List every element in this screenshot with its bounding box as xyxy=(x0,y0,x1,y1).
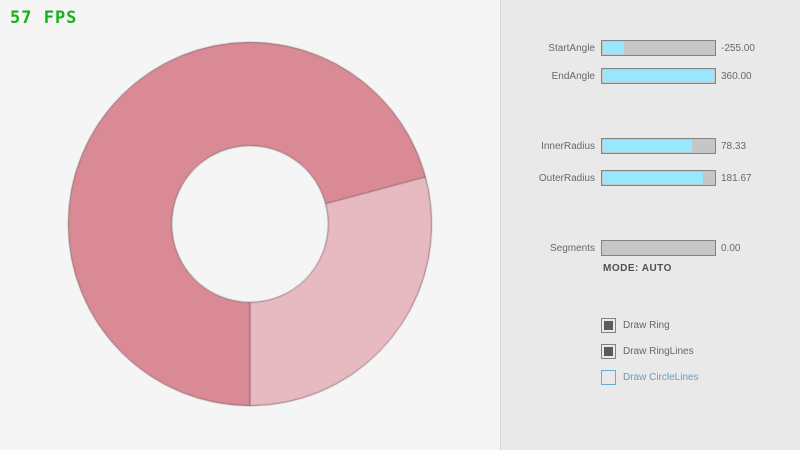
checkbox-label-draw-circle-lines: Draw CircleLines xyxy=(623,372,699,383)
slider-value-outer-radius: 181.67 xyxy=(721,173,752,184)
checkbox-label-draw-ring: Draw Ring xyxy=(623,320,670,331)
slider-fill-outer-radius xyxy=(603,172,703,184)
check-mark xyxy=(604,321,613,330)
render-area: 57 FPS xyxy=(0,0,500,450)
slider-inner-radius[interactable] xyxy=(601,138,716,154)
controls-panel: StartAngle -255.00 EndAngle 360.00 Inner… xyxy=(500,0,800,450)
slider-fill-inner-radius xyxy=(603,140,692,152)
slider-row-outer-radius: OuterRadius 181.67 xyxy=(501,170,800,186)
checkbox-box-draw-ring[interactable] xyxy=(601,318,616,333)
slider-value-end-angle: 360.00 xyxy=(721,71,752,82)
slider-value-segments: 0.00 xyxy=(721,243,741,254)
slider-value-start-angle: -255.00 xyxy=(721,43,755,54)
slider-outer-radius[interactable] xyxy=(601,170,716,186)
check-mark xyxy=(604,347,613,356)
checkbox-label-draw-ring-lines: Draw RingLines xyxy=(623,346,694,357)
slider-fill-end-angle xyxy=(603,70,714,82)
ring-donut-canvas xyxy=(0,0,500,450)
slider-label-segments: Segments xyxy=(549,243,595,254)
segments-mode-label: MODE: AUTO xyxy=(603,263,672,274)
fps-counter: 57 FPS xyxy=(10,8,78,28)
slider-label-end-angle: EndAngle xyxy=(551,71,595,82)
slider-start-angle[interactable] xyxy=(601,40,716,56)
slider-row-inner-radius: InnerRadius 78.33 xyxy=(501,138,800,154)
slider-label-start-angle: StartAngle xyxy=(548,43,595,54)
slider-row-end-angle: EndAngle 360.00 xyxy=(501,68,800,84)
checkbox-box-draw-circle-lines[interactable] xyxy=(601,370,616,385)
slider-value-inner-radius: 78.33 xyxy=(721,141,747,152)
slider-segments[interactable] xyxy=(601,240,716,256)
slider-end-angle[interactable] xyxy=(601,68,716,84)
slider-row-start-angle: StartAngle -255.00 xyxy=(501,40,800,56)
slider-label-inner-radius: InnerRadius xyxy=(541,141,595,152)
checkbox-box-draw-ring-lines[interactable] xyxy=(601,344,616,359)
slider-fill-start-angle xyxy=(603,42,625,54)
slider-row-segments: Segments 0.00 xyxy=(501,240,800,256)
slider-label-outer-radius: OuterRadius xyxy=(538,173,595,184)
